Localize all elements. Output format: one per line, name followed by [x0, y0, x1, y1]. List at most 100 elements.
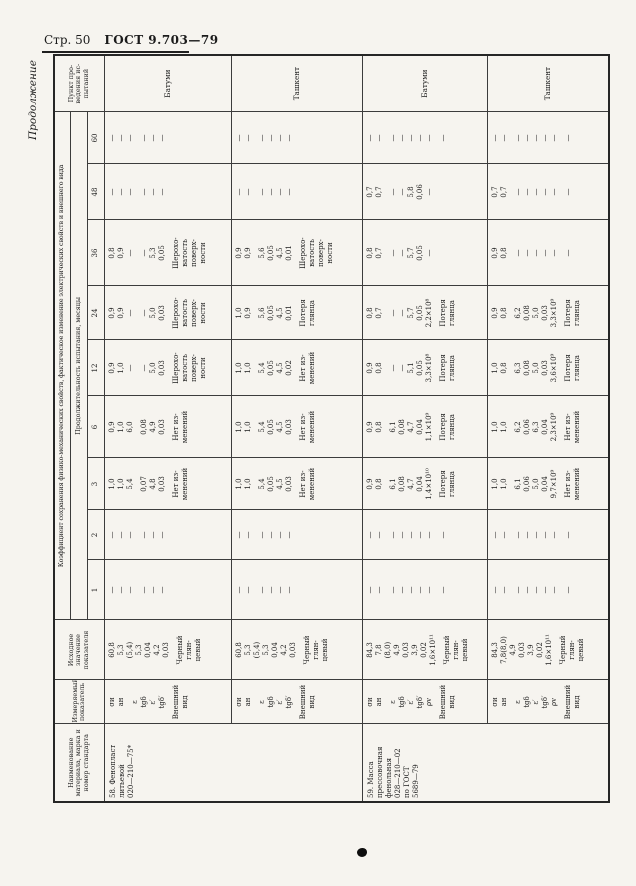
cell-line: 0,03: [540, 305, 549, 321]
cell-line: ан: [243, 697, 252, 707]
cell-line: —: [139, 586, 148, 594]
cell-line: 5,1: [406, 362, 415, 374]
cell-line: —: [365, 134, 374, 142]
cell-line: —: [540, 531, 549, 539]
month-col-header: 2: [87, 510, 104, 560]
cell-line: —: [540, 134, 549, 142]
cell-line: —: [148, 531, 157, 539]
cell-line: 0,03: [284, 476, 293, 492]
month-1-cell: — — — — — — — —: [487, 560, 609, 620]
cell-line: 5,7: [406, 307, 415, 319]
cell-line: 5,3: [261, 644, 270, 656]
cell-line: цевый: [460, 638, 469, 662]
cell-line: ρv: [424, 697, 433, 707]
cell-line: —: [438, 531, 447, 539]
cell-line: 0,04: [540, 419, 549, 435]
cell-line: 0,02: [419, 642, 428, 658]
cell-line: 3,3×10⁹: [549, 298, 558, 328]
cell-line: —: [499, 586, 508, 594]
cell-line: 0,7: [374, 247, 383, 259]
cell-line: ε: [257, 700, 266, 704]
col-header-indicator: Измеряемый показатель: [54, 680, 104, 724]
cell-line: 0,03: [157, 360, 166, 376]
cell-line: 0,07: [139, 476, 148, 492]
cell-line: 0,05: [157, 245, 166, 261]
cell-line: 5,0: [531, 362, 540, 374]
cell-line: —: [257, 531, 266, 539]
cell-line: tgδ′: [540, 695, 549, 709]
cell-line: 1,0: [234, 307, 243, 319]
cell-line: 0,06: [415, 184, 424, 200]
cell-line: —: [549, 531, 558, 539]
cell-line: Потеря: [438, 354, 447, 382]
cell-line: глян-: [451, 640, 460, 660]
cell-line: —: [513, 531, 522, 539]
cell-line: —: [284, 531, 293, 539]
cell-line: глян-: [184, 640, 193, 660]
cell-line: 0,05: [266, 419, 275, 435]
cell-line: —: [374, 531, 383, 539]
cell-line: глянца: [447, 300, 456, 326]
cell-line: 4,9: [392, 644, 401, 656]
cell-line: 0,9: [490, 307, 499, 319]
cell-line: tgδ: [397, 696, 406, 708]
cell-line: 0,05: [415, 245, 424, 261]
cell-line: 0,9: [243, 247, 252, 259]
cell-line: 0,03: [540, 360, 549, 376]
cell-line: —: [365, 586, 374, 594]
cell-line: менений: [572, 410, 581, 444]
cell-line: ан: [499, 697, 508, 707]
cell-line: —: [125, 309, 134, 317]
cell-line: 1,0: [243, 362, 252, 374]
cell-line: —: [234, 531, 243, 539]
cell-line: 1,0: [490, 421, 499, 433]
cell-line: 5,0: [531, 478, 540, 490]
cell-line: Нет из-: [298, 470, 307, 498]
continuation-label: Продолжение: [27, 60, 39, 140]
cell-line: —: [107, 586, 116, 594]
cell-line: —: [397, 309, 406, 317]
cell-line: —: [284, 134, 293, 142]
cell-line: —: [257, 134, 266, 142]
cell-line: 3,3×10⁸: [424, 353, 433, 383]
cell-line: 4,8: [148, 478, 157, 490]
cell-line: Внешний: [563, 684, 572, 720]
cell-line: ности: [198, 302, 207, 324]
cell-line: —: [257, 586, 266, 594]
cell-line: 0,05: [415, 305, 424, 321]
cell-line: Потеря: [563, 354, 572, 382]
cell-line: 5,8: [406, 186, 415, 198]
month-col-header: 6: [87, 396, 104, 458]
month-24-cell: 1,0 0,9 5,6 0,05 4,5 0,01 Потеря глянца: [231, 286, 362, 340]
cell-line: —: [522, 531, 531, 539]
cell-line: 5,3: [148, 247, 157, 259]
month-6-cell: 0,9 1,0 6,0 0,08 4,9 0,03 Нет из-менений: [104, 396, 231, 458]
month-60-cell: — — — — — — — —: [362, 111, 487, 164]
cell-line: —: [397, 586, 406, 594]
cell-line: 0,05: [415, 360, 424, 376]
cell-line: менений: [307, 410, 316, 444]
cell-line: —: [125, 531, 134, 539]
cell-line: 0,01: [284, 305, 293, 321]
cell-line: —: [234, 586, 243, 594]
cell-line: Потеря: [298, 299, 307, 327]
cell-line: 0,9: [365, 362, 374, 374]
cell-line: 0,02: [535, 642, 544, 658]
cell-line: —: [284, 586, 293, 594]
cell-line: —: [388, 134, 397, 142]
cell-line: 0,9: [107, 421, 116, 433]
rotated-table-wrapper: Наименование материала, марка и номер ст…: [53, 53, 610, 803]
cell-line: tgδ: [266, 696, 275, 708]
cell-line: tgδ: [139, 696, 148, 708]
month-col-header: 1: [87, 560, 104, 620]
aging-results-table: Наименование материала, марка и номер ст…: [53, 53, 610, 803]
col-header-initial: Исходное значение показателя: [54, 620, 104, 680]
cell-line: Черный: [175, 635, 184, 665]
cell-line: 5,7: [406, 247, 415, 259]
indicator-cell: σи ан ε tgδ ε′ tgδ′ Внешний вид: [231, 680, 362, 724]
cell-line: —: [415, 586, 424, 594]
cell-line: 0,9: [365, 478, 374, 490]
cell-line: Внешний: [438, 684, 447, 720]
cell-line: Нет из-: [171, 470, 180, 498]
